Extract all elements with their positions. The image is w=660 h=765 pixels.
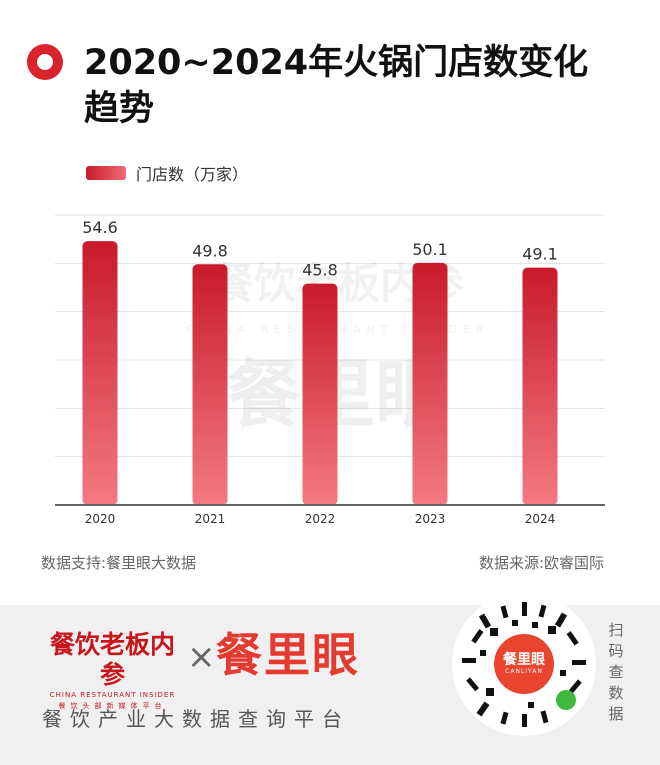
x-tick-2023: 2023	[415, 512, 446, 526]
tagline: 餐饮产业大数据查询平台	[42, 707, 350, 731]
qr-center-logo: 餐里眼 CANLIYAN	[494, 634, 554, 694]
data-label-2020: 54.6	[82, 218, 118, 237]
data-source-note: 数据来源:欧睿国际	[478, 554, 604, 572]
bar-2023	[412, 262, 448, 505]
legend: 门店数（万家）	[86, 162, 248, 184]
title-ring-icon	[27, 44, 63, 80]
qr-center-english: CANLIYAN	[505, 668, 543, 675]
brand1-subtitle: 餐饮头部新媒体平台	[58, 702, 167, 710]
page-title: 2020~2024年火锅门店数变化趋势	[84, 43, 589, 129]
watermark-big: 餐里眼	[227, 352, 449, 438]
chart-card: 2020~2024年火锅门店数变化趋势 门店数（万家） 餐饮老板内参 CHINA…	[27, 43, 605, 572]
data-labels: 54.6 49.8 45.8 50.1 49.1	[82, 218, 558, 280]
bar-2022	[302, 283, 338, 505]
x-tick-2021: 2021	[195, 512, 226, 526]
x-tick-2024: 2024	[525, 512, 556, 526]
legend-swatch	[86, 166, 126, 180]
x-tick-2020: 2020	[85, 512, 116, 526]
data-support-note: 数据支持:餐里眼大数据	[41, 554, 197, 572]
legend-label: 门店数（万家）	[136, 165, 249, 184]
data-label-2024: 49.1	[522, 245, 558, 264]
x-tick-labels: 2020 2021 2022 2023 2024	[85, 512, 556, 526]
bar-chart: 餐饮老板内参 CHINA RESTAURANT INSIDER 餐里眼 54.6…	[55, 214, 605, 526]
data-label-2021: 49.8	[192, 241, 228, 260]
brand-logo-restaurant-insider: 餐饮老板内参 CHINA RESTAURANT INSIDER 餐饮头部新媒体平…	[40, 630, 185, 712]
qr-center-name: 餐里眼	[503, 652, 545, 668]
times-icon: ×	[187, 637, 216, 677]
data-label-2022: 45.8	[302, 261, 338, 280]
qr-pattern-icon	[462, 602, 586, 727]
brand1-name: 餐饮老板内参	[49, 630, 175, 689]
bar-2020	[82, 241, 118, 505]
x-tick-2022: 2022	[305, 512, 336, 526]
bar-series	[82, 241, 558, 505]
brand1-english: CHINA RESTAURANT INSIDER	[49, 691, 176, 699]
brand-logo-canliyan: 餐里眼	[216, 628, 360, 682]
bar-2021	[192, 264, 228, 505]
data-label-2023: 50.1	[412, 240, 448, 259]
bar-2024	[522, 267, 558, 505]
mini-program-icon	[556, 690, 576, 710]
scan-prompt: 扫码查数据	[608, 621, 624, 723]
